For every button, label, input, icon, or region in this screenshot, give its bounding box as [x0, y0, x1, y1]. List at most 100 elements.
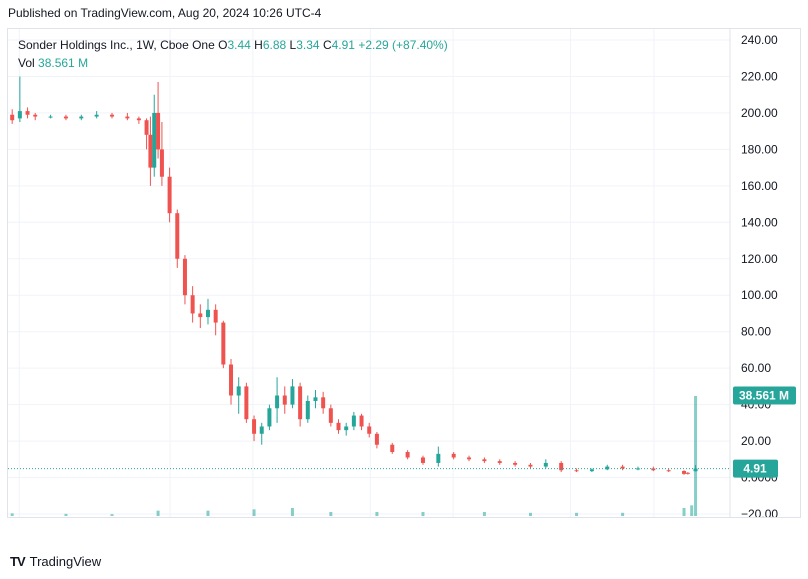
candle-body: [213, 309, 218, 323]
legend-low-label: L: [289, 38, 297, 52]
y-tick-label: 100.00: [741, 288, 778, 302]
legend-symbol: Sonder Holdings Inc., 1W, Cboe One: [18, 38, 215, 52]
legend-high-value: 6.88: [262, 38, 287, 52]
volume-bar: [682, 508, 686, 516]
legend-line-ohlc: Sonder Holdings Inc., 1W, Cboe One O3.44…: [18, 36, 448, 54]
candle-body: [79, 116, 84, 119]
candle-body: [328, 408, 333, 423]
chart-frame: 240.00 220.00 200.00 180.00 160.00 140.00 120.…: [7, 28, 801, 518]
candle-body: [33, 114, 38, 117]
brand-name: TradingView: [29, 554, 102, 569]
volume-bar: [64, 513, 68, 516]
candle-body: [313, 397, 318, 401]
candle-body: [574, 470, 579, 472]
candle-body: [528, 464, 533, 467]
published-info: Published on TradingView.com, Aug 20, 20…: [8, 6, 322, 20]
candle-body: [666, 470, 671, 472]
candle-body: [405, 452, 410, 458]
candle-body: [321, 397, 326, 409]
volume-label-badge: [733, 386, 796, 405]
candle-body: [159, 149, 164, 177]
candle-body: [685, 472, 690, 474]
legend-close-label: C: [322, 38, 332, 52]
candle-body: [420, 457, 425, 463]
candle-body: [94, 114, 99, 117]
candle-body: [182, 258, 187, 296]
price-chart[interactable]: 240.00 220.00 200.00 180.00 160.00 140.00 120.…: [8, 29, 800, 517]
candle-body: [144, 120, 149, 135]
candle-body: [221, 322, 226, 365]
candle-body: [390, 444, 395, 453]
candle-body: [467, 457, 472, 460]
candle-body: [229, 364, 234, 396]
candle-body: [543, 462, 548, 467]
candle-body: [125, 116, 130, 119]
y-tick-label: 60.00: [741, 361, 771, 375]
candle-body: [436, 453, 441, 463]
candle-body: [63, 116, 68, 119]
tradingview-logo-icon: TV: [10, 554, 26, 569]
volume-bar: [690, 505, 694, 516]
candle-body: [259, 426, 264, 434]
candle-body: [275, 395, 280, 409]
legend-change: +2.29 (+87.40%): [358, 38, 448, 52]
legend-line-volume: Vol 38.561 M: [18, 54, 448, 72]
candle-body: [682, 470, 687, 474]
legend-close-value: 4.91: [331, 38, 355, 52]
y-tick-label: 220.00: [741, 69, 778, 83]
candle-body: [298, 386, 303, 420]
candle-body: [190, 295, 195, 314]
footer-brand[interactable]: TV TradingView: [10, 554, 101, 569]
candle-body: [651, 468, 656, 471]
y-tick-label: 160.00: [741, 179, 778, 193]
candle-body: [290, 386, 295, 405]
volume-bar: [482, 512, 486, 516]
volume-bar: [528, 512, 532, 516]
y-tick-label: 80.00: [741, 325, 771, 339]
legend-low-value: 3.34: [296, 38, 320, 52]
candle-body: [244, 386, 249, 420]
candle-body: [497, 461, 502, 463]
candle-body: [336, 422, 341, 431]
candle-body: [110, 114, 115, 117]
candle-body: [620, 466, 625, 469]
candle-body: [693, 468, 698, 472]
y-tick-label: 240.00: [741, 33, 778, 47]
candle-body: [156, 112, 161, 150]
volume-bar: [621, 512, 625, 516]
last-price-text: 4.91: [743, 462, 767, 476]
candle-body: [136, 118, 141, 121]
volume-bar: [694, 396, 698, 516]
volume-bar: [575, 512, 579, 516]
candle-body: [605, 466, 610, 470]
y-tick-label: 140.00: [741, 215, 778, 229]
volume-bar: [110, 514, 114, 516]
candle-body: [148, 134, 153, 168]
y-tick-label: 180.00: [741, 142, 778, 156]
volume-bar: [206, 510, 210, 516]
candle-body: [559, 462, 564, 471]
volume-bar: [290, 508, 294, 516]
candle-body: [374, 433, 379, 445]
candle-body: [451, 453, 456, 458]
legend-open-label: O: [218, 38, 228, 52]
chart-legend: Sonder Holdings Inc., 1W, Cboe One O3.44…: [18, 36, 448, 72]
candle-body: [205, 309, 210, 318]
last-price-badge: [733, 459, 778, 478]
volume-bar: [421, 512, 425, 516]
candle-body: [152, 112, 157, 168]
candle-body: [589, 469, 594, 472]
candle-body: [48, 116, 53, 118]
volume-bar: [329, 512, 333, 516]
candle-body: [344, 426, 349, 431]
candle-body: [236, 386, 241, 396]
y-tick-label: 200.00: [741, 106, 778, 120]
candle-body: [359, 415, 364, 427]
candle-body: [252, 419, 257, 434]
candle-body: [10, 114, 15, 121]
candle-body: [513, 462, 518, 465]
volume-bar: [375, 512, 379, 516]
volume-bar: [10, 513, 14, 516]
y-tick-label: 120.00: [741, 252, 778, 266]
legend-high-label: H: [254, 38, 263, 52]
